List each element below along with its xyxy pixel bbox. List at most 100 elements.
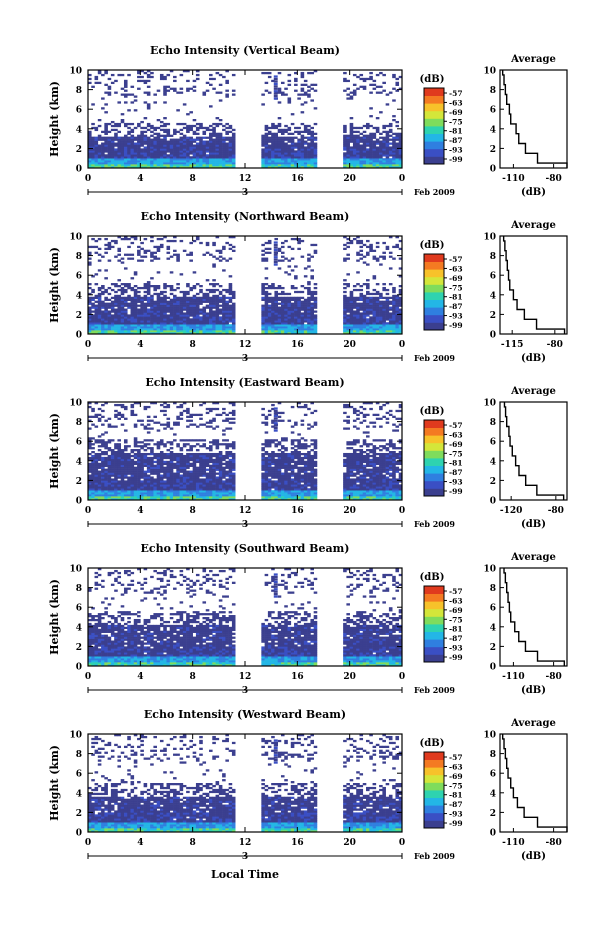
heatmap-cell — [176, 109, 180, 112]
heatmap-cell — [228, 156, 233, 159]
heatmap-cell — [130, 478, 135, 481]
heatmap-cell — [366, 124, 370, 128]
heatmap-cell — [294, 326, 298, 329]
heatmap-cell — [343, 300, 347, 303]
heatmap-cell — [186, 300, 190, 303]
heatmap-cell — [176, 462, 180, 466]
heatmap-cell — [117, 249, 122, 252]
heatmap-cell — [362, 332, 367, 335]
heatmap-cell — [169, 288, 174, 292]
heatmap-cell — [166, 492, 171, 495]
heatmap-cell — [375, 312, 380, 315]
heatmap-cell — [362, 166, 367, 169]
heatmap-cell — [140, 302, 144, 305]
heatmap-cell — [133, 144, 138, 147]
heatmap-cell — [166, 160, 171, 163]
heatmap-cell — [150, 134, 154, 137]
heatmap-cell — [379, 156, 383, 159]
heatmap-cell — [356, 140, 360, 143]
heatmap-cell — [359, 144, 364, 147]
heatmap-cell — [107, 474, 112, 477]
heatmap-cell — [261, 249, 265, 252]
heatmap-cell — [176, 310, 180, 313]
heatmap-cell — [300, 296, 305, 300]
heatmap-cell — [182, 486, 187, 489]
heatmap-cell — [218, 150, 223, 153]
heatmap-cell — [182, 443, 187, 446]
colorbar-swatch — [424, 118, 444, 127]
heatmap-cell — [163, 296, 167, 300]
heatmap-cell — [277, 89, 282, 92]
heatmap-cell — [91, 458, 95, 462]
average-x-tick-label: -80 — [545, 174, 561, 184]
heatmap-cell — [271, 138, 275, 141]
heatmap-cell — [97, 300, 102, 303]
heatmap-cell — [176, 498, 180, 501]
heatmap-cell — [192, 154, 197, 157]
heatmap-cell — [117, 496, 122, 499]
heatmap-cell — [94, 332, 99, 335]
heatmap-cell — [176, 253, 180, 256]
heatmap-cell — [209, 296, 213, 300]
heatmap-cell — [222, 160, 226, 163]
heatmap-cell — [222, 318, 226, 321]
heatmap-cell — [352, 144, 357, 147]
heatmap-cell — [274, 144, 279, 147]
heatmap-cell — [176, 492, 180, 495]
heatmap-cell — [104, 464, 108, 467]
heatmap-cell — [225, 158, 229, 161]
heatmap-cell — [215, 328, 220, 331]
heatmap-cell — [280, 160, 285, 163]
heatmap-cell — [159, 128, 164, 132]
heatmap-cell — [359, 158, 364, 161]
heatmap-cell — [156, 152, 161, 155]
heatmap-cell — [395, 302, 400, 305]
heatmap-cell — [385, 166, 390, 169]
heatmap-cell — [300, 130, 305, 134]
heatmap-cell — [182, 103, 187, 106]
heatmap-cell — [189, 415, 193, 418]
heatmap-cell — [166, 166, 171, 169]
heatmap-cell — [107, 454, 112, 458]
heatmap-cell — [352, 316, 357, 319]
heatmap-cell — [120, 318, 125, 321]
heatmap-cell — [101, 452, 105, 456]
heatmap-cell — [186, 166, 190, 169]
heatmap-cell — [156, 286, 161, 290]
heatmap-cell — [173, 75, 177, 79]
heatmap-cell — [209, 320, 213, 323]
heatmap-cell — [349, 241, 354, 245]
heatmap-cell — [192, 164, 197, 167]
heatmap-cell — [280, 328, 285, 331]
heatmap-cell — [163, 124, 167, 128]
heatmap-cell — [179, 403, 184, 407]
heatmap-cell — [303, 79, 308, 83]
heatmap-cell — [271, 296, 275, 300]
heatmap-cell — [123, 160, 128, 163]
heatmap-cell — [215, 122, 220, 126]
heatmap-cell — [173, 456, 177, 460]
heatmap-cell — [130, 150, 135, 153]
heatmap-cell — [382, 140, 386, 143]
heatmap-cell — [189, 111, 193, 114]
heatmap-cell — [343, 89, 347, 92]
heatmap-cell — [388, 158, 393, 161]
heatmap-cell — [375, 290, 380, 294]
heatmap-cell — [225, 122, 229, 126]
heatmap-cell — [97, 496, 102, 499]
heatmap-cell — [277, 306, 282, 309]
heatmap-cell — [366, 318, 370, 321]
heatmap-cell — [186, 253, 190, 256]
heatmap-cell — [215, 316, 220, 319]
heatmap-cell — [107, 298, 112, 301]
heatmap-cell — [199, 417, 203, 420]
heatmap-cell — [369, 146, 373, 149]
heatmap-cell — [120, 138, 125, 141]
heatmap-cell — [114, 476, 118, 479]
heatmap-cell — [310, 330, 314, 333]
heatmap-cell — [123, 81, 128, 85]
heatmap-cell — [359, 316, 364, 319]
heatmap-cell — [137, 87, 141, 90]
heatmap-cell — [156, 154, 161, 157]
